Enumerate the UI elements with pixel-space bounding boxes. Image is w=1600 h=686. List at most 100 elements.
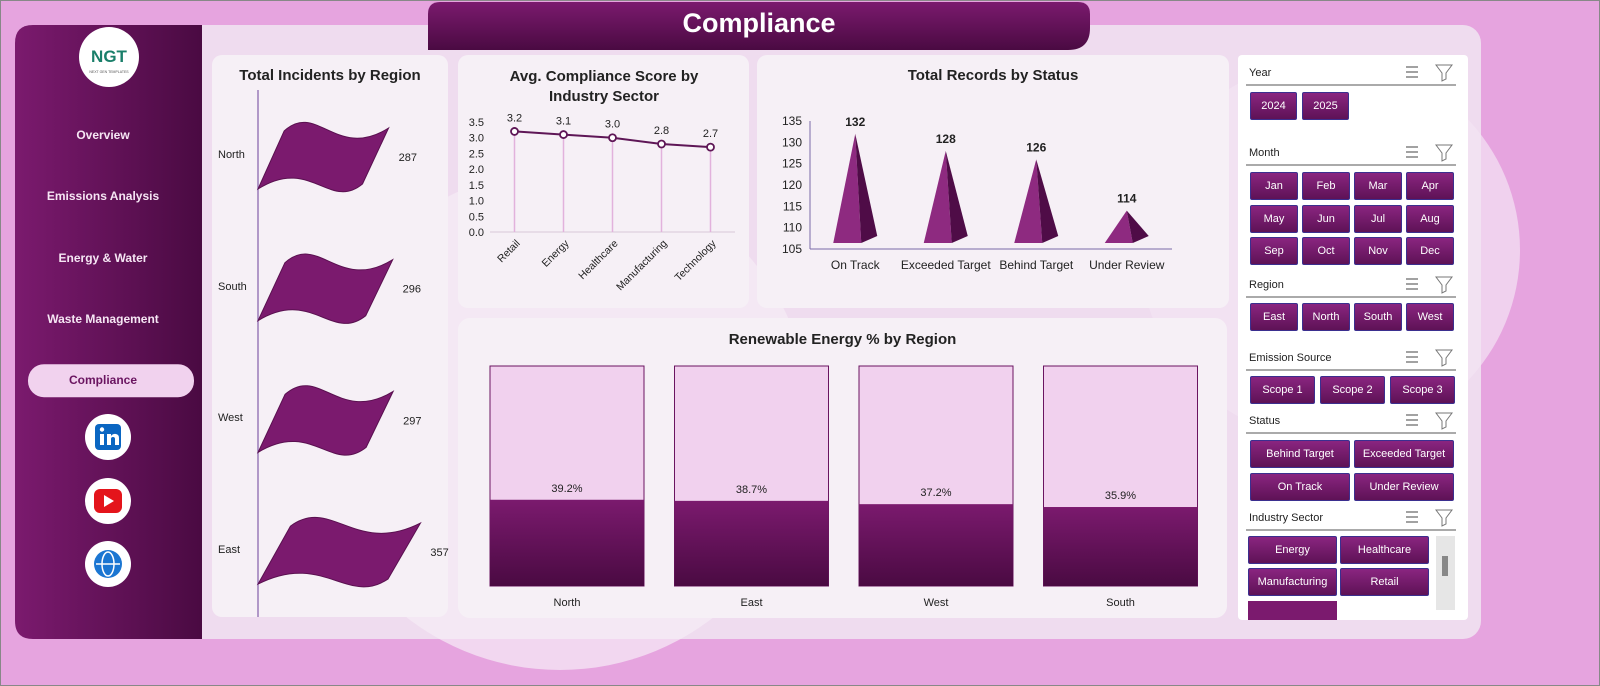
- bar: [256, 385, 395, 456]
- x-tick-label: North: [553, 597, 581, 609]
- nav-item[interactable]: Waste Management: [47, 311, 159, 326]
- chart-title: Renewable Energy % by Region: [728, 331, 957, 348]
- x-tick-label: Under Review: [1089, 258, 1165, 272]
- clear-filter-icon[interactable]: [1435, 412, 1453, 430]
- y-tick-label: West: [218, 412, 243, 425]
- data-label: 357: [430, 547, 448, 559]
- nav-item[interactable]: Energy & Water: [58, 250, 148, 265]
- slicer-button[interactable]: 2024: [1250, 92, 1297, 120]
- data-label: 35.9%: [1105, 490, 1136, 502]
- slicer-button[interactable]: Scope 1: [1250, 376, 1315, 404]
- bar: [256, 516, 422, 588]
- cone-front: [1014, 159, 1043, 243]
- slicer-button[interactable]: Aug: [1406, 205, 1454, 233]
- card: [458, 318, 1227, 618]
- data-label: 2.7: [703, 128, 718, 140]
- clear-filter-icon[interactable]: [1435, 349, 1453, 367]
- y-tick-label: South: [218, 280, 247, 293]
- slicer-button[interactable]: Behind Target: [1250, 440, 1350, 468]
- slicer-button[interactable]: West: [1406, 303, 1454, 331]
- slicer-button[interactable]: Feb: [1302, 172, 1350, 200]
- chart-title: Total Records by Status: [907, 67, 1079, 84]
- slicer-button[interactable]: On Track: [1250, 473, 1350, 501]
- slicer-button[interactable]: Jan: [1250, 172, 1298, 200]
- logo-subtitle: NEXT GEN TEMPLATES: [89, 70, 129, 74]
- cone-side: [1126, 210, 1149, 243]
- cone-front: [833, 133, 862, 243]
- card: [757, 55, 1229, 308]
- y-tick-label: 110: [783, 221, 802, 235]
- logo-text: NGT: [91, 47, 128, 66]
- slicer-button[interactable]: May: [1250, 205, 1298, 233]
- point: [559, 130, 568, 139]
- slicer-button[interactable]: Healthcare: [1340, 536, 1429, 564]
- data-label: 2.8: [654, 125, 669, 137]
- slicer-button[interactable]: South: [1354, 303, 1402, 331]
- clear-filter-icon[interactable]: [1435, 509, 1453, 527]
- data-label: 296: [403, 284, 421, 296]
- page-title: Compliance: [682, 8, 836, 38]
- data-label: 3.0: [605, 119, 620, 131]
- slicer-button[interactable]: Manufacturing: [1248, 568, 1337, 596]
- nav-item[interactable]: Compliance: [68, 373, 137, 388]
- slicer-button[interactable]: Oct: [1302, 237, 1350, 265]
- clear-filter-icon[interactable]: [1435, 64, 1453, 82]
- slicer-title: Emission Source: [1249, 352, 1332, 364]
- y-tick-label: North: [218, 149, 245, 161]
- data-label: 37.2%: [920, 487, 951, 499]
- y-tick-label: 105: [782, 242, 802, 256]
- bar: [256, 121, 390, 193]
- x-tick-label: East: [740, 597, 763, 609]
- slicer-button[interactable]: Jul: [1354, 205, 1402, 233]
- point: [706, 142, 715, 152]
- slicer-button[interactable]: East: [1250, 303, 1298, 331]
- scroll-thumb[interactable]: [1442, 556, 1448, 576]
- slicer-button[interactable]: Mar: [1354, 172, 1402, 200]
- data-label: 38.7%: [736, 484, 767, 496]
- point: [510, 127, 519, 136]
- data-label: 3.1: [556, 116, 571, 128]
- y-tick-label: 2.0: [469, 164, 484, 176]
- chart-title: Avg. Compliance Score by Industry Sector: [509, 68, 699, 105]
- slicer-button[interactable]: Scope 2: [1320, 376, 1385, 404]
- clear-filter-icon[interactable]: [1435, 276, 1453, 294]
- slicer-button[interactable]: 2025: [1302, 92, 1349, 120]
- linkedin-glyph: [100, 434, 104, 445]
- x-tick-label: West: [923, 597, 949, 609]
- slicer-button[interactable]: Under Review: [1354, 473, 1454, 501]
- y-tick-label: 125: [782, 157, 802, 171]
- slicer-button[interactable]: Exceeded Target: [1354, 440, 1454, 468]
- data-label: 126: [1026, 140, 1046, 154]
- y-tick-label: 3.5: [469, 117, 484, 129]
- nav-item[interactable]: Emissions Analysis: [46, 189, 160, 204]
- y-tick-label: 115: [783, 199, 802, 213]
- x-tick-label: South: [1106, 597, 1135, 609]
- slicer-button[interactable]: Retail: [1340, 568, 1429, 596]
- youtube-glyph: [104, 495, 114, 507]
- slicer-button[interactable]: North: [1302, 303, 1350, 331]
- point: [608, 133, 617, 143]
- x-tick-label: Behind Target: [999, 258, 1074, 272]
- slicer-button[interactable]: Jun: [1302, 205, 1350, 233]
- nav-active-pill: [28, 364, 194, 398]
- x-tick-label: Exceeded Target: [900, 258, 991, 272]
- clear-filter-icon[interactable]: [1435, 144, 1453, 162]
- slicer-button[interactable]: Sep: [1250, 237, 1298, 265]
- slicer-title: Industry Sector: [1249, 512, 1323, 524]
- slicer-title: Region: [1249, 279, 1284, 291]
- nav-item[interactable]: Overview: [76, 128, 130, 142]
- slicer-button[interactable]: Energy: [1248, 536, 1337, 564]
- y-tick-label: 1.5: [469, 180, 484, 192]
- slicer-button[interactable]: Dec: [1406, 237, 1454, 265]
- y-tick-label: 120: [782, 178, 802, 192]
- y-tick-label: 0.5: [469, 211, 484, 223]
- bar: [490, 499, 644, 586]
- slicer-button[interactable]: Nov: [1354, 237, 1402, 265]
- sidebar: [15, 25, 202, 639]
- data-label: 39.2%: [551, 483, 582, 495]
- slicer-button-partial[interactable]: [1248, 601, 1337, 620]
- slicer-button[interactable]: Apr: [1406, 172, 1454, 200]
- slicer-button[interactable]: Scope 3: [1390, 376, 1455, 404]
- card: [212, 55, 448, 617]
